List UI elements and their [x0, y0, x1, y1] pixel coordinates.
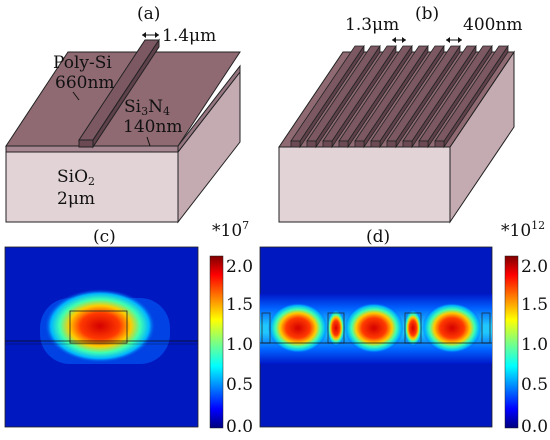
tick-d-1-0: 1.0 [521, 335, 548, 355]
panel-b: (b) 1.3μm 400nm [278, 4, 523, 224]
period-label: 1.3μm [345, 15, 399, 35]
width-arrowhead-left-b [446, 37, 450, 43]
tick-c-2-0: 2.0 [226, 257, 253, 277]
nitride-label: Si3N4 [124, 97, 170, 118]
grating-bar [354, 44, 429, 149]
poly-pointer [72, 91, 80, 101]
grating-bar [306, 44, 381, 149]
mode-spot-d [268, 303, 328, 353]
substrate-front-face [278, 146, 451, 223]
period-arrowhead-left [392, 37, 396, 43]
grating-bar [434, 44, 509, 149]
panel-a: (a) 1.4μm Poly-Si 660nm Si3N4 140nm SiO2… [5, 4, 241, 224]
grating-bar [338, 44, 413, 149]
mode-spot-d [344, 303, 404, 353]
mode-spots-d [261, 303, 491, 353]
mode-spot-d [422, 303, 482, 353]
width-arrowhead-right-b [458, 37, 462, 43]
nitride-thickness-label: 140nm [123, 117, 183, 137]
oxide-label: SiO2 [57, 167, 95, 188]
grating-bar [418, 44, 493, 149]
panel-c: (c) *107 2.0 1.5 1.0 0.5 0.0 [4, 219, 253, 437]
poly-thickness-label: 660nm [55, 73, 115, 93]
tick-c-0-0: 0.0 [226, 417, 253, 437]
panel-b-label: (b) [415, 4, 439, 24]
tick-d-0-5: 0.5 [521, 375, 548, 395]
width-arrowhead-left [142, 32, 146, 38]
ridge-width-label: 1.4μm [162, 26, 216, 46]
tick-c-0-5: 0.5 [226, 375, 253, 395]
panel-d: (d) *1012 2.0 1.5 1.0 0.5 0.0 [259, 219, 548, 437]
tick-d-2-0: 2.0 [521, 257, 548, 277]
tick-d-1-5: 1.5 [521, 295, 548, 315]
bar-width-label: 400nm [463, 15, 523, 35]
colorbar-c [209, 255, 224, 429]
nitride-pointer [146, 136, 151, 147]
grating-bar [370, 44, 445, 149]
tick-c-1-0: 1.0 [226, 335, 253, 355]
poly-si-label: Poly-Si [53, 53, 112, 73]
oxide-thickness-label: 2μm [57, 189, 95, 209]
grating-bar [290, 44, 365, 149]
mode-spot-d-small [327, 310, 345, 346]
waveguide-outline-c [69, 310, 128, 344]
panel-a-label: (a) [137, 4, 160, 24]
panel-c-label: (c) [93, 227, 116, 247]
ridge-front [78, 139, 94, 148]
grating-bar [322, 44, 397, 149]
width-arrowhead-right [155, 32, 159, 38]
ridge-side [92, 38, 160, 149]
grating-bar [386, 44, 461, 149]
nitride-side-face [177, 64, 241, 154]
scale-label-d: *1012 [501, 219, 545, 241]
mode-spot-d-small [404, 310, 422, 346]
mode-spot-c [44, 289, 156, 363]
scale-label-c: *107 [212, 219, 249, 241]
grating-bar [402, 44, 477, 149]
tick-d-0-0: 0.0 [521, 417, 548, 437]
grating-bars [290, 44, 509, 149]
colorbar-d [504, 255, 519, 429]
tick-c-1-5: 1.5 [226, 295, 253, 315]
panel-d-label: (d) [366, 227, 390, 247]
period-arrowhead-right [402, 37, 406, 43]
